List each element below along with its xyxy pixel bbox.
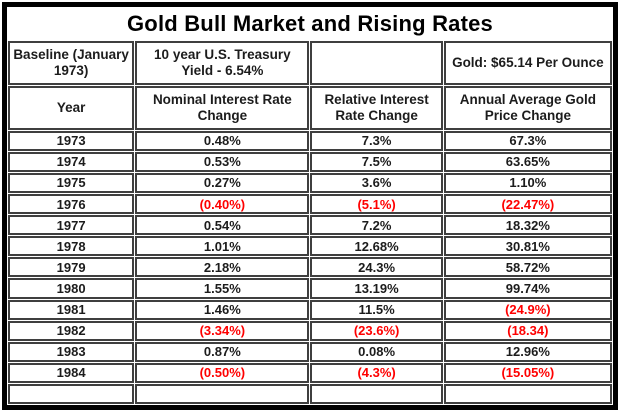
relative-change-cell: 7.2% [310, 215, 443, 236]
table-row: 1973 0.48% 7.3% 67.3% [8, 131, 612, 152]
nominal-change-cell: 0.53% [135, 152, 310, 173]
gold-bull-market-table: Gold Bull Market and Rising Rates Baseli… [7, 7, 613, 405]
relative-change-cell: 0.08% [310, 341, 443, 362]
baseline-label-cell: Baseline (January 1973) [8, 41, 135, 85]
gold-change-cell: 67.3% [443, 131, 612, 152]
nominal-change-cell: (3.34%) [135, 320, 310, 341]
nominal-change-cell: 2.18% [135, 257, 310, 278]
table-row: 1979 2.18% 24.3% 58.72% [8, 257, 612, 278]
gold-change-column-header: Annual Average Gold Price Change [443, 86, 612, 130]
gold-change-cell: 18.32% [443, 215, 612, 236]
table-row: 1974 0.53% 7.5% 63.65% [8, 152, 612, 173]
relative-change-cell: (4.3%) [310, 362, 443, 383]
year-cell: 1984 [8, 362, 135, 383]
year-cell: 1975 [8, 173, 135, 194]
table-row: 1980 1.55% 13.19% 99.74% [8, 278, 612, 299]
year-column-header: Year [8, 86, 135, 130]
relative-change-cell: 3.6% [310, 173, 443, 194]
year-cell: 1976 [8, 194, 135, 215]
table-frame: Gold Bull Market and Rising Rates Baseli… [2, 2, 618, 410]
table-row: 1976 (0.40%) (5.1%) (22.47%) [8, 194, 612, 215]
gold-change-cell: 99.74% [443, 278, 612, 299]
nominal-change-cell: 1.46% [135, 299, 310, 320]
table-row: 1982 (3.34%) (23.6%) (18.34) [8, 320, 612, 341]
baseline-row: Baseline (January 1973) 10 year U.S. Tre… [8, 41, 612, 85]
relative-rate-column-header: Relative Interest Rate Change [310, 86, 443, 130]
year-cell: 1981 [8, 299, 135, 320]
gold-price-cell: Gold: $65.14 Per Ounce [443, 41, 612, 85]
nominal-change-cell: 1.01% [135, 236, 310, 257]
table-row: 1975 0.27% 3.6% 1.10% [8, 173, 612, 194]
column-header-row: Year Nominal Interest Rate Change Relati… [8, 86, 612, 130]
nominal-change-cell: 1.55% [135, 278, 310, 299]
nominal-change-cell: (0.40%) [135, 194, 310, 215]
gold-change-cell: (18.34) [443, 320, 612, 341]
page-title: Gold Bull Market and Rising Rates [127, 11, 493, 37]
table-row: 1984 (0.50%) (4.3%) (15.05%) [8, 362, 612, 383]
year-cell: 1980 [8, 278, 135, 299]
table-row: 1977 0.54% 7.2% 18.32% [8, 215, 612, 236]
gold-change-cell: (22.47%) [443, 194, 612, 215]
year-cell: 1978 [8, 236, 135, 257]
table-body: 1973 0.48% 7.3% 67.3% 1974 0.53% 7.5% 63.65% 197… [8, 131, 612, 404]
table-row: 1981 1.46% 11.5% (24.9%) [8, 299, 612, 320]
nominal-change-cell: 0.54% [135, 215, 310, 236]
year-cell: 1973 [8, 131, 135, 152]
nominal-rate-column-header: Nominal Interest Rate Change [135, 86, 310, 130]
relative-change-cell: 12.68% [310, 236, 443, 257]
nominal-change-cell: (0.50%) [135, 362, 310, 383]
gold-change-cell: 1.10% [443, 173, 612, 194]
year-cell: 1977 [8, 215, 135, 236]
nominal-change-cell: 0.87% [135, 341, 310, 362]
relative-change-cell: 7.3% [310, 131, 443, 152]
relative-change-cell: 24.3% [310, 257, 443, 278]
table-row [8, 383, 612, 404]
gold-change-cell: 30.81% [443, 236, 612, 257]
year-cell: 1983 [8, 341, 135, 362]
baseline-empty-cell [310, 41, 443, 85]
gold-change-cell: 63.65% [443, 152, 612, 173]
table-row: 1978 1.01% 12.68% 30.81% [8, 236, 612, 257]
gold-change-cell [443, 383, 612, 404]
gold-change-cell: 12.96% [443, 341, 612, 362]
treasury-yield-cell: 10 year U.S. Treasury Yield - 6.54% [135, 41, 310, 85]
relative-change-cell [310, 383, 443, 404]
gold-change-cell: (15.05%) [443, 362, 612, 383]
table-row: 1983 0.87% 0.08% 12.96% [8, 341, 612, 362]
year-cell [8, 383, 135, 404]
nominal-change-cell [135, 383, 310, 404]
title-row: Gold Bull Market and Rising Rates [8, 8, 612, 40]
year-cell: 1982 [8, 320, 135, 341]
gold-change-cell: 58.72% [443, 257, 612, 278]
relative-change-cell: (5.1%) [310, 194, 443, 215]
year-cell: 1979 [8, 257, 135, 278]
year-cell: 1974 [8, 152, 135, 173]
relative-change-cell: (23.6%) [310, 320, 443, 341]
relative-change-cell: 7.5% [310, 152, 443, 173]
nominal-change-cell: 0.27% [135, 173, 310, 194]
nominal-change-cell: 0.48% [135, 131, 310, 152]
table-header: Gold Bull Market and Rising Rates Baseli… [8, 8, 612, 130]
relative-change-cell: 11.5% [310, 299, 443, 320]
gold-change-cell: (24.9%) [443, 299, 612, 320]
relative-change-cell: 13.19% [310, 278, 443, 299]
